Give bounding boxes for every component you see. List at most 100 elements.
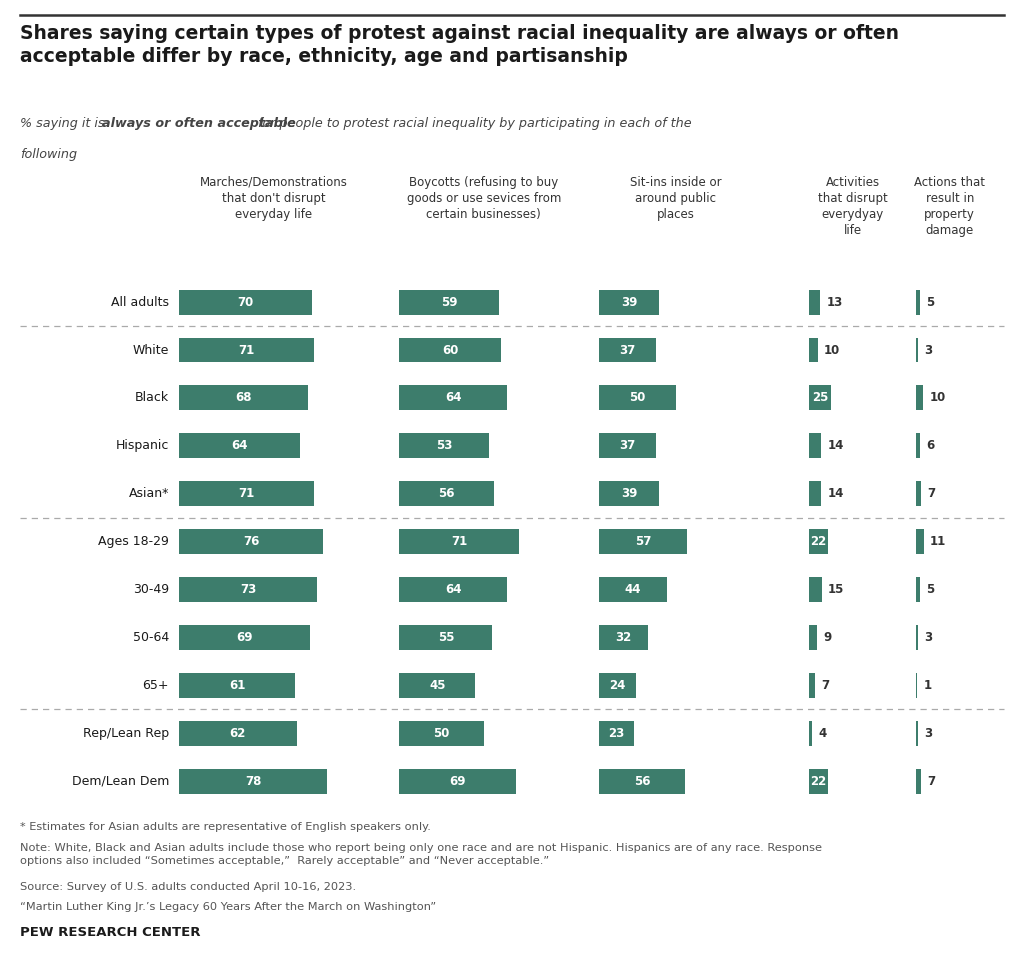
Text: Note: White, Black and Asian adults include those who report being only one race: Note: White, Black and Asian adults incl… — [20, 843, 822, 867]
Bar — [399, 529, 519, 554]
Bar — [399, 577, 508, 602]
Text: 73: 73 — [241, 583, 256, 596]
Text: following: following — [20, 148, 78, 161]
Bar — [809, 386, 830, 410]
Text: 59: 59 — [441, 296, 458, 308]
Text: 53: 53 — [436, 439, 453, 452]
Text: 50: 50 — [433, 727, 450, 740]
Bar — [179, 433, 300, 459]
Text: 3: 3 — [925, 631, 933, 644]
Text: 64: 64 — [445, 391, 462, 404]
Text: 62: 62 — [229, 727, 246, 740]
Text: 55: 55 — [437, 631, 454, 644]
Bar — [399, 433, 488, 459]
Text: Rep/Lean Rep: Rep/Lean Rep — [83, 727, 169, 740]
Bar — [179, 721, 297, 746]
Bar — [179, 673, 295, 698]
Text: 22: 22 — [810, 535, 826, 549]
Bar — [599, 673, 636, 698]
Bar — [399, 290, 499, 314]
Text: 60: 60 — [442, 344, 458, 356]
Text: 45: 45 — [429, 679, 445, 692]
Text: Source: Survey of U.S. adults conducted April 10-16, 2023.: Source: Survey of U.S. adults conducted … — [20, 882, 356, 892]
Text: 11: 11 — [930, 535, 946, 549]
Text: 14: 14 — [827, 487, 844, 501]
Text: 30-49: 30-49 — [133, 583, 169, 596]
Text: 39: 39 — [621, 296, 637, 308]
Text: for people to protest racial inequality by participating in each of the: for people to protest racial inequality … — [254, 117, 691, 130]
Bar — [916, 290, 920, 314]
Text: 32: 32 — [615, 631, 632, 644]
Text: always or often acceptable: always or often acceptable — [102, 117, 296, 130]
Bar — [179, 529, 324, 554]
Text: 56: 56 — [438, 487, 455, 501]
Text: 50: 50 — [630, 391, 645, 404]
Text: 10: 10 — [823, 344, 840, 356]
Text: Shares saying certain types of protest against racial inequality are always or o: Shares saying certain types of protest a… — [20, 24, 899, 66]
Text: 78: 78 — [245, 775, 261, 788]
Text: 71: 71 — [239, 344, 255, 356]
Text: 37: 37 — [620, 439, 636, 452]
Bar — [809, 529, 828, 554]
Bar — [809, 481, 821, 507]
Text: 68: 68 — [236, 391, 252, 404]
Text: 13: 13 — [826, 296, 843, 308]
Text: 4: 4 — [818, 727, 826, 740]
Bar — [599, 577, 667, 602]
Bar — [179, 625, 310, 650]
Text: Asian*: Asian* — [129, 487, 169, 501]
Text: 69: 69 — [450, 775, 466, 788]
Text: 70: 70 — [238, 296, 254, 308]
Text: PEW RESEARCH CENTER: PEW RESEARCH CENTER — [20, 926, 201, 939]
Text: 71: 71 — [452, 535, 468, 549]
Text: 6: 6 — [927, 439, 935, 452]
Text: Boycotts (refusing to buy
goods or use sevices from
certain businesses): Boycotts (refusing to buy goods or use s… — [407, 176, 561, 221]
Text: Marches/Demonstrations
that don't disrupt
everyday life: Marches/Demonstrations that don't disrup… — [200, 176, 348, 221]
Text: 1: 1 — [924, 679, 932, 692]
Bar — [179, 577, 317, 602]
Bar — [399, 338, 501, 362]
Text: 7: 7 — [821, 679, 829, 692]
Text: * Estimates for Asian adults are representative of English speakers only.: * Estimates for Asian adults are represe… — [20, 822, 431, 832]
Bar — [399, 721, 484, 746]
Text: Dem/Lean Dem: Dem/Lean Dem — [72, 775, 169, 788]
Text: Actions that
result in
property
damage: Actions that result in property damage — [914, 176, 985, 237]
Bar — [809, 625, 817, 650]
Bar — [599, 721, 634, 746]
Text: Hispanic: Hispanic — [116, 439, 169, 452]
Text: 64: 64 — [231, 439, 248, 452]
Bar — [399, 481, 494, 507]
Bar — [809, 577, 822, 602]
Text: 24: 24 — [609, 679, 626, 692]
Bar — [809, 769, 828, 793]
Text: 61: 61 — [228, 679, 245, 692]
Bar — [399, 673, 475, 698]
Bar — [179, 290, 311, 314]
Bar — [599, 290, 659, 314]
Bar — [399, 769, 516, 793]
Bar — [399, 625, 493, 650]
Text: 5: 5 — [926, 296, 934, 308]
Bar — [179, 386, 308, 410]
Text: “Martin Luther King Jr.’s Legacy 60 Years After the March on Washington”: “Martin Luther King Jr.’s Legacy 60 Year… — [20, 902, 436, 912]
Text: Sit-ins inside or
around public
places: Sit-ins inside or around public places — [630, 176, 722, 221]
Text: White: White — [132, 344, 169, 356]
Bar — [809, 673, 815, 698]
Text: % saying it is: % saying it is — [20, 117, 109, 130]
Bar — [809, 433, 821, 459]
Bar — [599, 769, 685, 793]
Text: 3: 3 — [925, 727, 933, 740]
Text: 69: 69 — [237, 631, 253, 644]
Text: 7: 7 — [928, 487, 935, 501]
Text: 9: 9 — [823, 631, 831, 644]
Bar — [599, 338, 655, 362]
Text: Ages 18-29: Ages 18-29 — [98, 535, 169, 549]
Text: All adults: All adults — [111, 296, 169, 308]
Text: 15: 15 — [828, 583, 845, 596]
Bar — [599, 481, 659, 507]
Text: 7: 7 — [928, 775, 935, 788]
Bar — [179, 481, 313, 507]
Bar — [916, 625, 919, 650]
Bar — [179, 338, 313, 362]
Bar — [399, 386, 508, 410]
